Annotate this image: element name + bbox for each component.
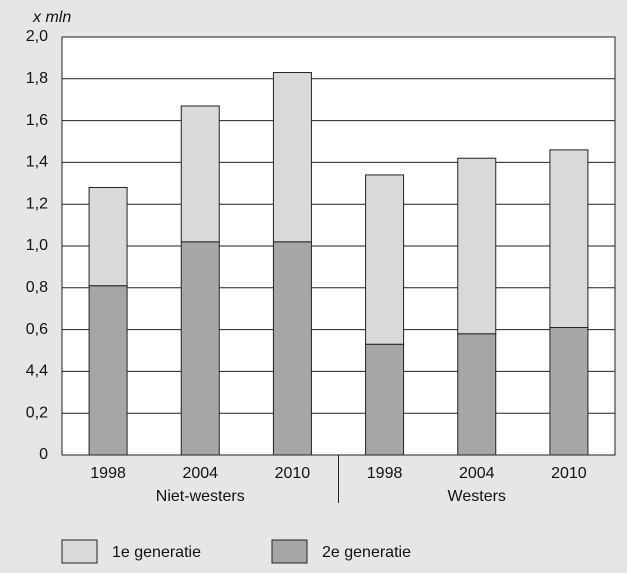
bar-segment: [549, 149, 589, 329]
x-tick-label: 2004: [459, 465, 495, 482]
bar-segment: [457, 333, 497, 456]
bar-segment: [457, 157, 497, 335]
bar-segment: [272, 241, 312, 456]
legend-label: 2e generatie: [322, 544, 411, 561]
y-tick-label: 2,0: [26, 28, 48, 45]
y-tick-label: 4,4: [26, 363, 48, 380]
bar-segment: [88, 186, 128, 287]
y-tick-label: 1,0: [26, 237, 48, 254]
bar-segment: [88, 285, 128, 456]
y-tick-label: 1,2: [26, 195, 48, 212]
y-tick-label: 1,6: [26, 112, 48, 129]
y-tick-label: 0,2: [26, 404, 48, 421]
y-tick-label: 0: [39, 446, 48, 463]
x-tick-label: 1998: [367, 465, 403, 482]
bar-segment: [180, 241, 220, 456]
x-tick-label: 2010: [275, 465, 311, 482]
x-tick-label: 2010: [551, 465, 587, 482]
x-tick-label: 2004: [182, 465, 218, 482]
bar-segment: [549, 327, 589, 456]
legend-label: 1e generatie: [112, 544, 201, 561]
group-label: Westers: [448, 488, 506, 505]
y-tick-label: 1,4: [26, 154, 48, 171]
plot-frame: [61, 36, 616, 456]
legend-swatch: [271, 539, 308, 564]
x-tick-label: 1998: [90, 465, 126, 482]
bar-segment: [365, 343, 405, 456]
bar-segment: [180, 105, 220, 243]
legend-swatch: [61, 539, 98, 564]
y-axis-label: x mln: [32, 9, 71, 26]
y-tick-label: 1,8: [26, 70, 48, 87]
bar-segment: [365, 174, 405, 345]
group-label: Niet-westers: [156, 488, 245, 505]
y-tick-label: 0,8: [26, 279, 48, 296]
y-tick-label: 0,6: [26, 321, 48, 338]
bar-segment: [272, 72, 312, 243]
